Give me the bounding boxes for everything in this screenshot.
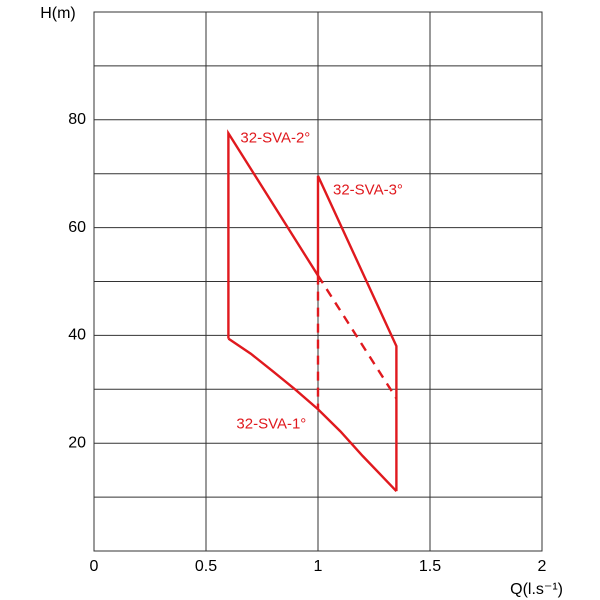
series-line (227, 129, 320, 339)
y-axis-label: H(m) (40, 5, 76, 22)
y-tick-label: 40 (68, 327, 86, 344)
series-label: 32-SVA-2° (240, 130, 310, 147)
x-tick-label: 1.5 (419, 558, 441, 575)
y-tick-label: 80 (68, 111, 86, 128)
y-tick-label: 60 (68, 219, 86, 236)
series-line (316, 274, 398, 400)
series-line (227, 337, 398, 493)
y-tick-label: 20 (68, 434, 86, 451)
x-tick-label: 0.5 (195, 558, 217, 575)
series-label: 32-SVA-1° (236, 416, 306, 433)
x-axis-label: Q(l.s⁻¹) (510, 581, 563, 598)
x-tick-label: 0 (90, 558, 99, 575)
series-label: 32-SVA-3° (333, 182, 403, 199)
series-line (316, 175, 398, 492)
x-tick-label: 2 (538, 558, 547, 575)
x-tick-label: 1 (314, 558, 323, 575)
